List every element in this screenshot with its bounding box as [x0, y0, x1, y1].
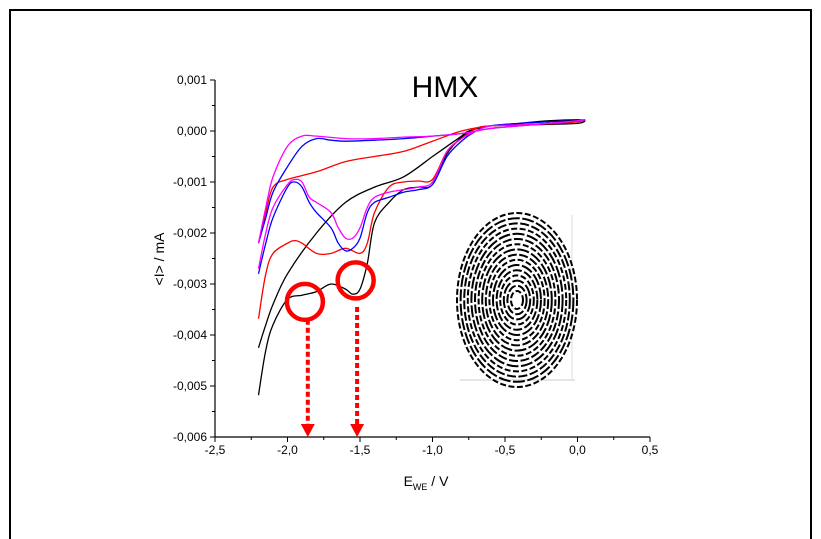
axes: -2,5 -2,0 -1,5 -1,0 -0,5 0,0 0,5 0,001 0,000 -0,0…: [173, 73, 659, 457]
y-tick-label: -0,004: [173, 328, 207, 342]
fingerprint-ridge: [456, 212, 578, 388]
fingerprint-ridge: [474, 238, 560, 362]
fingerprint-ridge: [488, 258, 546, 342]
fingerprint-image: [456, 212, 578, 388]
fingerprint-ridge: [499, 274, 535, 326]
y-tick-label: -0,005: [173, 379, 207, 393]
x-axis-label-unit: / V: [427, 473, 449, 489]
x-axis-label-main: E: [404, 473, 413, 489]
fingerprint-ridge: [492, 264, 542, 336]
fingerprint-ridge: [466, 227, 568, 373]
chart-title: HMX: [412, 71, 479, 104]
series-line-2: [257, 119, 586, 319]
x-tick-label: -1,5: [350, 443, 371, 457]
x-axis-label: EWE / V: [404, 473, 450, 492]
fingerprint-ridge: [481, 248, 553, 352]
series-line-4: [257, 119, 585, 269]
annotation-layer: [284, 260, 376, 437]
y-tick-label: -0,001: [173, 175, 207, 189]
x-tick-label: -1,0: [422, 443, 443, 457]
x-tick-label: -2,5: [205, 443, 226, 457]
y-tick-label: -0,002: [173, 226, 207, 240]
y-tick-label: -0,006: [173, 430, 207, 444]
fingerprint-ridge: [510, 290, 524, 310]
x-tick-label: -2,0: [277, 443, 298, 457]
fingerprint-ridge: [484, 253, 550, 347]
annotation-circle: [335, 260, 376, 301]
annotation-arrow-head: [300, 424, 315, 437]
annotation-circle: [284, 281, 326, 323]
x-tick-label: 0,5: [642, 443, 659, 457]
fingerprint-ridge: [506, 284, 528, 316]
fingerprint-ridge: [463, 222, 571, 378]
fingerprint-ridge: [459, 217, 575, 383]
figure-frame: [9, 9, 812, 539]
fingerprint-ridge: [502, 279, 532, 321]
x-tick-label: 0,0: [569, 443, 586, 457]
fingerprint-ridge: [477, 243, 557, 357]
y-axis-label: <I> / mA: [151, 232, 167, 286]
y-tick-label: 0,000: [177, 124, 207, 138]
x-tick-label: -0,5: [495, 443, 516, 457]
fingerprint-ridge: [470, 232, 564, 368]
y-tick-label: -0,003: [173, 277, 207, 291]
annotation-arrow-head: [350, 424, 365, 437]
y-tick-label: 0,001: [177, 73, 207, 87]
x-axis-label-subscript: WE: [413, 482, 428, 492]
fingerprint-ridge: [495, 269, 539, 331]
